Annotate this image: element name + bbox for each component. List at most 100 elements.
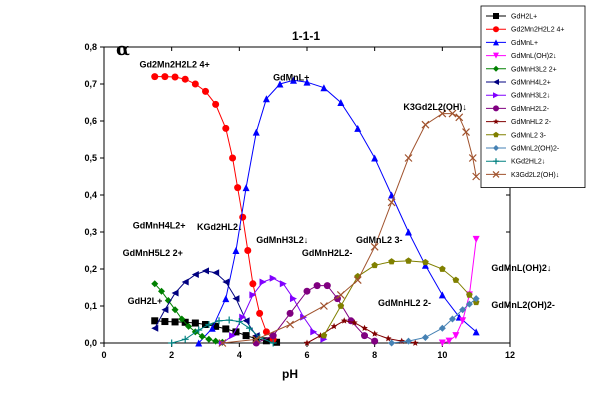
data-point [205, 321, 213, 328]
annotation-label: GdMnL2 3- [356, 235, 403, 245]
annotation-label: GdMnL(OH)2↓ [491, 263, 551, 273]
data-point [361, 332, 369, 340]
data-point [289, 76, 297, 84]
annotation-label: KGd2HL2↓ [197, 222, 243, 232]
data-point [212, 322, 220, 330]
series-line [306, 320, 416, 344]
data-point [422, 258, 429, 266]
x-axis-label: pH [282, 367, 298, 381]
data-point [222, 325, 230, 333]
y-tick-label: 0,4 [84, 190, 97, 200]
y-tick-label: 0,7 [84, 79, 97, 89]
data-point [171, 318, 179, 326]
data-point [320, 332, 328, 339]
annotation-label: GdMnH3L2↓ [256, 235, 308, 245]
data-point [252, 335, 261, 344]
data-point [259, 278, 267, 286]
data-point [452, 332, 460, 340]
legend-item: GdH2L+ [486, 13, 537, 21]
data-point [212, 100, 220, 108]
annotation-label: GdMnH5L2 2+ [123, 248, 183, 258]
y-tick-label: 0,6 [84, 116, 97, 126]
series-layer [151, 73, 481, 347]
data-point [452, 276, 460, 283]
legend-marker [493, 79, 499, 85]
data-point [388, 339, 396, 347]
x-tick-label: 10 [437, 350, 447, 360]
annotation-label: GdMnL2(OH)2- [491, 300, 555, 310]
data-point [337, 302, 345, 309]
legend-item: GdMnH2L2- [486, 105, 550, 113]
series-5 [151, 267, 260, 340]
x-tick-label: 8 [372, 350, 377, 360]
y-tick-label: 0,3 [84, 227, 97, 237]
legend-label: GdMnL+ [511, 40, 538, 47]
data-point [472, 295, 480, 303]
data-point [286, 320, 295, 329]
data-point [289, 295, 297, 303]
data-point [232, 295, 240, 303]
data-point [215, 317, 223, 325]
y-tick-label: 0,0 [84, 338, 97, 348]
data-point [472, 328, 480, 336]
data-point [336, 290, 345, 299]
annotation-label: GdMnHL2 2- [378, 298, 431, 308]
series-2 [195, 76, 480, 347]
y-tick-label: 0,1 [84, 301, 97, 311]
plot-frame: 0 2 4 6 8 10 12 0,0 0,1 0,2 0,3 0,4 0,5 0,6 0,7 0,8 [84, 42, 515, 360]
legend-label: GdMnHL2 2- [511, 119, 552, 126]
x-tick-label: 0 [101, 350, 106, 360]
legend-marker [493, 118, 499, 125]
data-point [191, 80, 199, 88]
legend-item: GdMnHL2 2- [486, 118, 552, 126]
data-point [340, 317, 348, 324]
x-tick-label: 12 [505, 350, 515, 360]
data-point [171, 73, 179, 81]
data-point [438, 291, 446, 299]
data-point [353, 276, 362, 285]
data-point [269, 332, 277, 340]
data-point [171, 289, 179, 297]
data-point [472, 172, 481, 181]
legend-marker [493, 13, 499, 19]
data-point [249, 291, 257, 299]
legend-item: GdMnH3L2↓ [486, 92, 550, 100]
data-point [245, 324, 253, 332]
data-point [234, 184, 242, 192]
annotation-label: GdMnH4L2+ [133, 220, 186, 230]
legend-marker [493, 52, 499, 59]
data-point [235, 318, 243, 326]
legend-item: K3Gd2L2(OH)↓ [486, 170, 559, 179]
series-10 [388, 295, 480, 347]
data-point [371, 330, 378, 337]
data-point [232, 247, 240, 254]
data-point [262, 95, 270, 103]
data-point [222, 124, 230, 132]
data-point [337, 99, 345, 106]
data-point [168, 339, 176, 347]
annotation-label: K3Gd2L2(OH)↓ [403, 102, 467, 112]
series-7 [252, 282, 379, 347]
data-point [465, 300, 473, 308]
data-point [158, 287, 166, 295]
data-point [370, 242, 379, 251]
data-point [178, 315, 186, 323]
data-point [438, 109, 447, 118]
data-point [161, 306, 169, 314]
data-point [222, 295, 230, 303]
legend-label: Gd2Mn2H2L2 4+ [511, 27, 565, 34]
data-point [371, 261, 378, 269]
data-point [411, 339, 419, 346]
y-axis-label: α [116, 39, 130, 60]
data-point [303, 287, 311, 295]
data-point [151, 280, 159, 288]
series-12 [218, 109, 481, 347]
data-point [273, 338, 281, 346]
legend-item: GdMnL2(OH)2- [486, 145, 560, 153]
data-point [303, 78, 311, 86]
data-point [286, 309, 294, 317]
data-point [218, 339, 227, 347]
data-point [421, 333, 429, 341]
x-tick-label: 2 [169, 350, 174, 360]
